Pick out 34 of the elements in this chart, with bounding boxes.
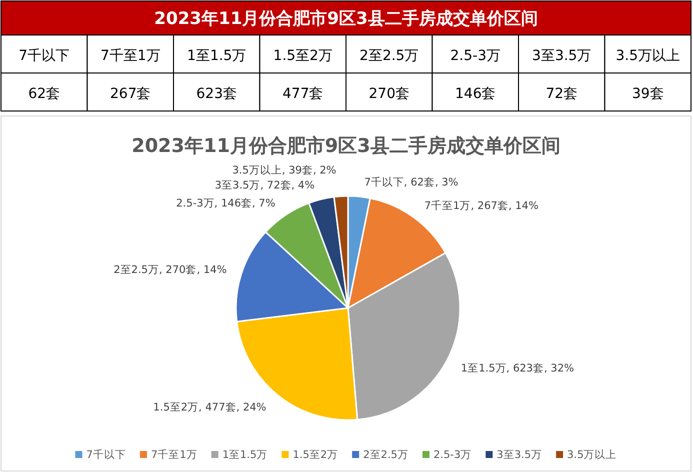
text: 39套 [632,86,664,102]
text: 146套 [455,86,496,102]
text: 2023年11月份合肥市9区3县二手房成交单价区间 [154,9,538,29]
text: 623套 [196,86,237,102]
data-label: 2至2.5万, 270套, 14% [114,264,227,276]
data-label: 3至3.5万, 72套, 4% [214,179,315,192]
text: 62套 [28,86,60,102]
category-label: 7千至1万 [100,48,160,64]
text: 267套 [110,86,151,102]
legend-label: 1.5至2万 [292,449,338,461]
category-label: 2.5-3万 [450,48,500,64]
legend-label: 1至1.5万 [222,449,268,461]
legend-label: 3.5万以上 [567,448,617,461]
category-label: 3.5万以上 [616,48,680,64]
text: 270套 [368,86,410,102]
data-label: 1.5至2万, 477套, 24% [153,402,266,414]
category-label: 7千以下 [18,48,70,64]
data-label: 2.5-3万, 146套, 7% [176,197,276,210]
data-label: 1至1.5万, 623套, 32% [460,362,574,374]
data-label: 7千至1万, 267套, 14% [424,199,538,212]
legend-label: 2至2.5万 [363,449,408,461]
data-label: 3.5万以上, 39套, 2% [232,163,336,176]
category-label: 1至1.5万 [187,48,246,64]
legend-label: 3至3.5万 [496,449,542,461]
text: 477套 [282,86,324,102]
legend-label: 7千以下 [86,448,126,461]
category-label: 1.5至2万 [273,48,332,64]
legend-label: 7千至1万 [150,448,198,461]
text: 72套 [546,86,578,102]
legend-label: 2.5-3万 [433,449,472,461]
category-label: 3至3.5万 [532,48,592,64]
chart-title: 2023年11月份合肥市9区3县二手房成交单价区间 [132,135,560,157]
data-label: 7千以下, 62套, 3% [364,175,458,188]
category-label: 2至2.5万 [360,48,419,64]
